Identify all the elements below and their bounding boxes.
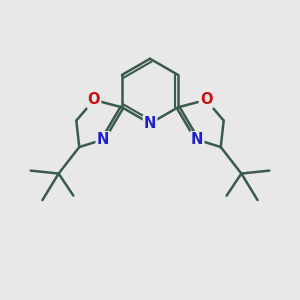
Text: N: N [144, 116, 156, 131]
Text: O: O [88, 92, 100, 107]
Text: N: N [97, 132, 109, 147]
Text: O: O [200, 92, 212, 107]
Text: N: N [191, 132, 203, 147]
